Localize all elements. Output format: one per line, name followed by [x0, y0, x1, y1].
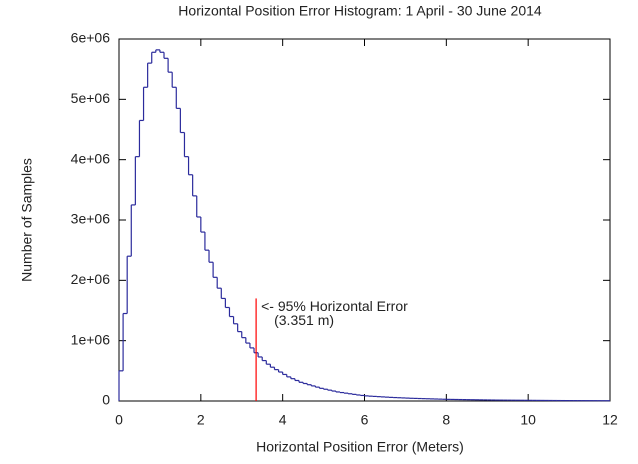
y-tick-label: 4e+06	[71, 150, 111, 166]
marker-sublabel: (3.351 m)	[274, 312, 334, 328]
marker-label: <- 95% Horizontal Error	[261, 298, 408, 314]
x-tick-label: 10	[520, 412, 536, 428]
x-tick-label: 8	[442, 412, 450, 428]
x-tick-label: 4	[279, 412, 287, 428]
x-tick-label: 6	[361, 412, 369, 428]
x-tick-label: 12	[602, 412, 618, 428]
y-tick-label: 0	[102, 392, 110, 408]
chart-title: Horizontal Position Error Histogram: 1 A…	[178, 3, 542, 19]
y-tick-label: 6e+06	[71, 30, 111, 46]
x-tick-label: 2	[197, 412, 205, 428]
x-axis-label: Horizontal Position Error (Meters)	[256, 439, 464, 455]
y-tick-label: 1e+06	[71, 331, 111, 347]
x-tick-label: 0	[115, 412, 123, 428]
y-tick-label: 3e+06	[71, 211, 111, 227]
y-axis-label: Number of Samples	[19, 158, 35, 282]
y-tick-label: 2e+06	[71, 271, 111, 287]
y-tick-label: 5e+06	[71, 90, 111, 106]
